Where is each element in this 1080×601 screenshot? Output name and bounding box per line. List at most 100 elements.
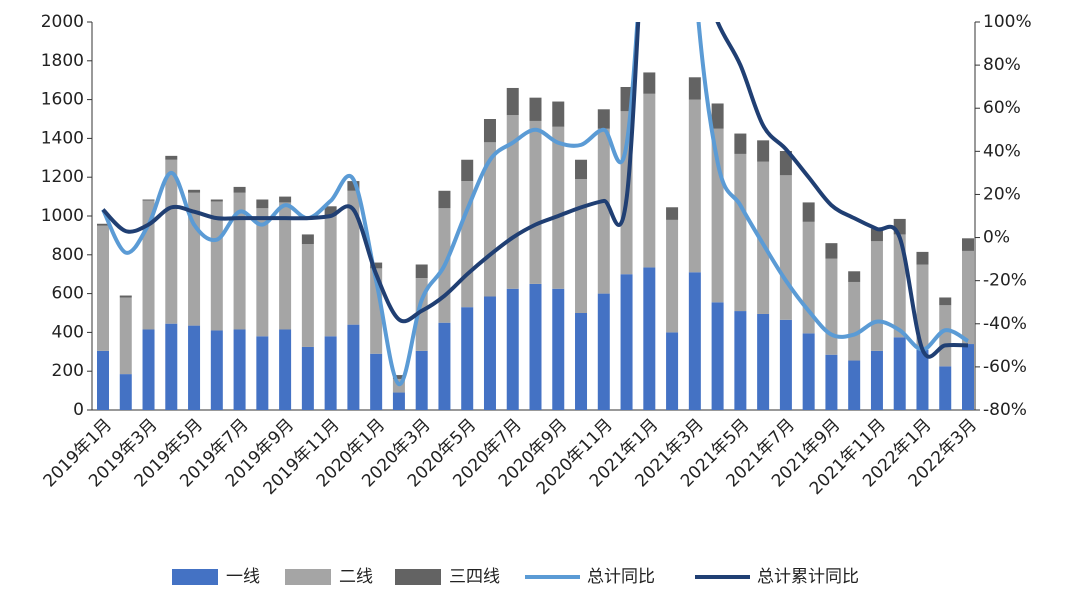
bar [210,330,223,410]
bar [324,206,337,216]
y-tick-label: 600 [52,284,84,304]
bar [597,128,610,294]
bar [688,77,701,100]
bar [188,189,201,193]
bar [916,349,929,410]
bar [210,199,223,202]
bar [279,196,292,203]
bar [347,190,360,325]
bar [347,181,360,191]
bar [324,336,337,410]
bar [301,346,314,410]
y2-tick-label: 0% [983,228,1010,248]
bar [97,350,109,410]
bar [597,109,610,129]
bar [370,353,383,410]
bars [97,72,974,410]
bar [757,140,770,162]
bar [392,375,405,379]
y2-tick-label: 20% [983,184,1021,204]
bar [210,201,223,331]
y2-tick-label: 40% [983,141,1021,161]
legend-swatch [285,569,331,585]
bar [392,392,405,410]
lines [101,22,970,387]
bar [643,93,656,268]
bar [233,186,246,193]
bar [734,153,747,312]
bar [529,97,542,121]
bar [802,202,815,222]
bar [825,354,838,410]
bar [119,374,132,410]
legend-label: 总计同比 [587,567,655,587]
y-tick-label: 1600 [41,90,84,110]
y-tick-label: 1800 [41,51,84,71]
bar [939,297,952,306]
bar [233,329,246,410]
bar [916,264,929,350]
bar [711,302,724,410]
bar [119,295,132,298]
bar [142,199,155,201]
bar [734,133,747,154]
bar [552,126,565,289]
bar [483,119,496,143]
y-tick-label: 1000 [41,206,84,226]
y-tick-label: 400 [52,322,84,342]
bar [779,175,792,320]
bar [779,151,792,176]
bar [233,192,246,330]
bar [848,360,861,410]
bar [666,219,679,333]
legend-label: 一线 [226,567,260,587]
legend-label: 三四线 [449,567,500,587]
bar [757,161,770,314]
bar [506,288,519,410]
bar [688,99,701,273]
y-tick-label: 1400 [41,128,84,148]
legend-swatch [395,569,441,585]
bar [438,322,451,410]
bar [438,190,451,209]
y-tick-label: 800 [52,245,84,265]
bar [802,333,815,410]
bar [461,159,474,182]
bar [848,271,861,282]
bar [757,313,770,410]
bar [279,329,292,410]
bar [825,258,838,355]
bar [119,297,132,375]
bar [256,336,269,410]
bar [962,250,974,345]
bar [643,72,656,94]
bar [97,225,109,351]
bar [711,103,724,129]
y2-tick-label: -40% [983,314,1027,334]
bar [529,283,542,410]
bar [893,337,906,410]
bar [301,244,314,347]
bar [825,243,838,259]
bar [893,234,906,338]
bar [165,323,178,410]
bar [552,101,565,127]
bar [165,155,178,160]
line [101,22,970,387]
bar [461,307,474,410]
bar [506,87,519,116]
bar [415,350,428,410]
bar [324,216,337,337]
y2-tick-label: -80% [983,400,1027,420]
bar [575,159,588,180]
bar [529,120,542,284]
legend-label: 总计累计同比 [757,567,859,587]
bar [483,296,496,410]
y2-tick-label: -60% [983,357,1027,377]
bar [779,319,792,410]
line [101,22,969,359]
bar [666,207,679,220]
bar [962,344,974,410]
bar [962,238,974,251]
bar [666,332,679,410]
